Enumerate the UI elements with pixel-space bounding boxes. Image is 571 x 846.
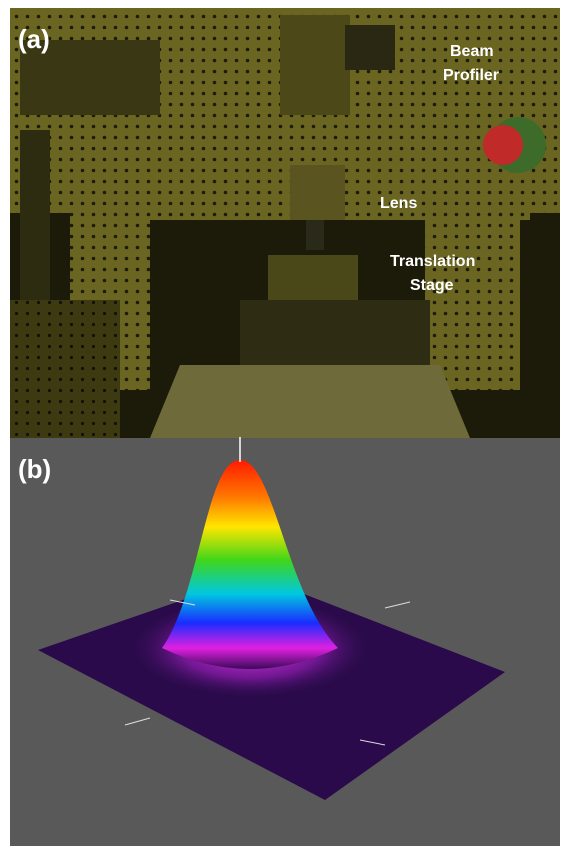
annotation-line: Lens	[380, 195, 417, 212]
lens	[306, 220, 324, 250]
figure: (a) Beam Profiler Lens Translation Stage…	[0, 0, 571, 846]
lens-mount	[290, 165, 345, 220]
mount	[280, 15, 350, 115]
profile-panel: (b)	[10, 437, 560, 846]
stage-body	[240, 300, 430, 370]
profiler-cap	[483, 125, 523, 165]
annotation-line: Beam	[450, 43, 494, 60]
side-board	[10, 300, 120, 438]
granite-base	[150, 365, 470, 438]
annotation-line: Profiler	[443, 67, 499, 84]
panel-label: (a)	[18, 24, 50, 54]
stage-top	[268, 255, 358, 300]
photo-panel: (a) Beam Profiler Lens Translation Stage	[10, 8, 560, 438]
panel-label: (b)	[18, 454, 51, 484]
annotation-line: Translation	[390, 253, 475, 270]
annotation-line: Stage	[410, 277, 454, 294]
post	[20, 130, 50, 310]
camera	[345, 25, 395, 70]
